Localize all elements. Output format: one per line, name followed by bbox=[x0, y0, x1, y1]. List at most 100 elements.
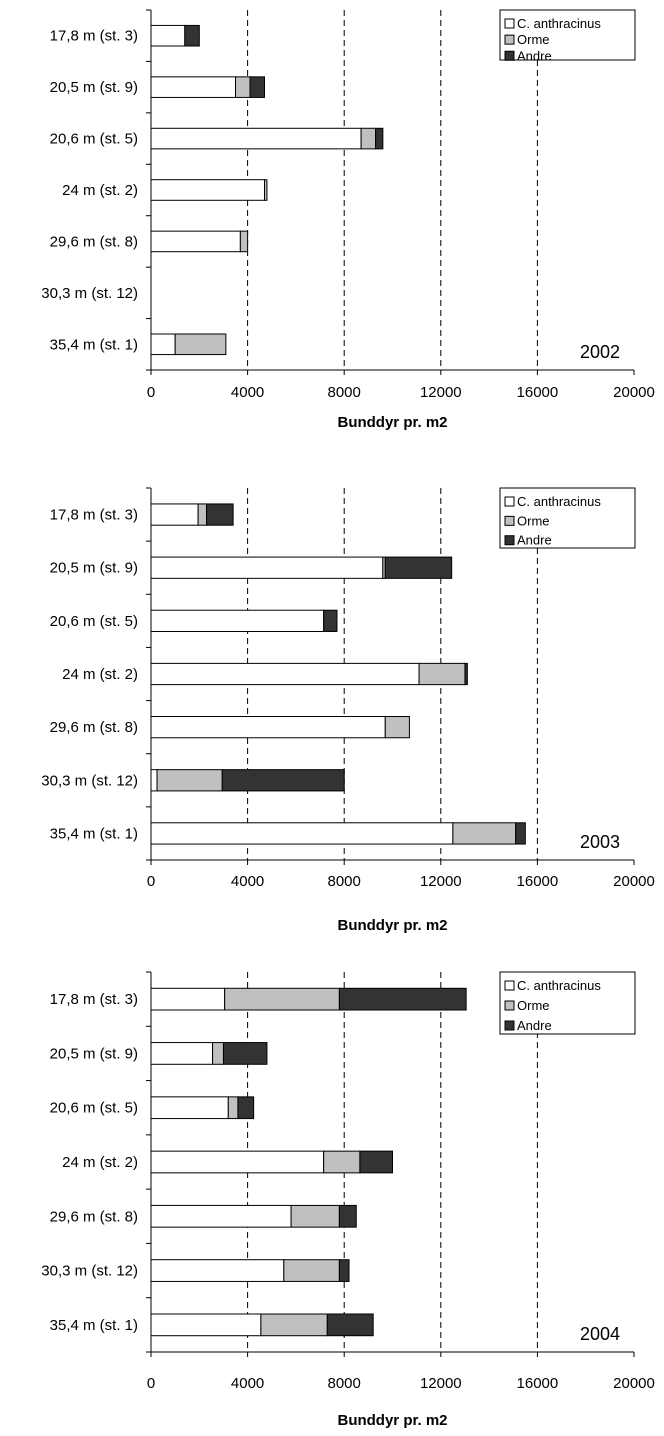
legend: C. anthracinus Orme Andre bbox=[499, 487, 636, 549]
category-label: 35,4 m (st. 1) bbox=[50, 825, 138, 842]
legend-label: Orme bbox=[517, 32, 550, 47]
legend-label: Andre bbox=[517, 1018, 552, 1033]
bar-segment bbox=[452, 822, 517, 845]
category-label: 35,4 m (st. 1) bbox=[50, 336, 138, 353]
legend-swatch bbox=[504, 1000, 515, 1011]
bar-segment bbox=[150, 76, 237, 98]
bar-segment bbox=[221, 769, 345, 792]
category-label: 20,6 m (st. 5) bbox=[50, 1100, 138, 1117]
x-tick-label: 0 bbox=[147, 1375, 155, 1392]
bar-segment bbox=[156, 769, 223, 792]
bar-segment bbox=[150, 127, 362, 150]
x-axis-title: Bunddyr pr. m2 bbox=[337, 414, 447, 431]
legend-label: C. anthracinus bbox=[517, 494, 601, 509]
category-label: 24 m (st. 2) bbox=[62, 1154, 138, 1171]
x-axis-title: Bunddyr pr. m2 bbox=[337, 917, 447, 934]
bar-segment bbox=[150, 769, 158, 792]
bar-segment bbox=[239, 230, 249, 253]
chart-2003: 17,8 m (st. 3) 20,5 m (st. 9) 20,6 m (st. … bbox=[41, 487, 655, 934]
bar-segment bbox=[150, 822, 454, 845]
category-label: 30,3 m (st. 12) bbox=[41, 1263, 138, 1280]
x-tick-label: 16000 bbox=[517, 873, 559, 890]
bar-segment bbox=[150, 1313, 262, 1337]
legend-box bbox=[499, 971, 636, 1035]
legend-swatch bbox=[504, 34, 515, 45]
category-label: 17,8 m (st. 3) bbox=[50, 507, 138, 524]
bar-segment bbox=[338, 1259, 350, 1282]
x-tick-label: 16000 bbox=[517, 384, 559, 401]
category-label: 20,5 m (st. 9) bbox=[50, 79, 138, 96]
bar-segment bbox=[515, 822, 526, 845]
bar-segment bbox=[249, 76, 266, 98]
bar-segment bbox=[197, 503, 208, 526]
year-label: 2004 bbox=[580, 1324, 620, 1344]
x-tick-label: 4000 bbox=[231, 1375, 264, 1392]
x-tick-label: 12000 bbox=[420, 384, 462, 401]
category-label: 20,5 m (st. 9) bbox=[50, 560, 138, 577]
legend-box bbox=[499, 487, 636, 549]
bar-segment bbox=[323, 609, 338, 632]
bar-segment bbox=[237, 1096, 255, 1120]
bar-segment bbox=[375, 127, 384, 150]
bar-segment bbox=[212, 1042, 224, 1065]
bar-segment bbox=[360, 127, 377, 150]
bar-segment bbox=[224, 987, 340, 1011]
bar-segment bbox=[150, 1096, 229, 1120]
x-tick-label: 4000 bbox=[231, 873, 264, 890]
chart-2004: 17,8 m (st. 3) 20,5 m (st. 9) 20,6 m (st. … bbox=[41, 971, 655, 1429]
legend-swatch bbox=[504, 1020, 515, 1031]
legend-label: Andre bbox=[517, 48, 552, 63]
bar-segment bbox=[150, 716, 386, 739]
category-label: 29,6 m (st. 8) bbox=[50, 719, 138, 736]
bar-segment bbox=[384, 556, 453, 579]
legend-box bbox=[499, 9, 636, 61]
category-label: 30,3 m (st. 12) bbox=[41, 772, 138, 789]
bar-segment bbox=[384, 716, 410, 739]
category-label: 20,6 m (st. 5) bbox=[50, 613, 138, 630]
bar-segment bbox=[150, 1150, 325, 1174]
legend-swatch bbox=[504, 515, 515, 526]
x-tick-label: 8000 bbox=[328, 873, 361, 890]
bar-segment bbox=[464, 662, 468, 686]
x-tick-label: 0 bbox=[147, 384, 155, 401]
bar-segment bbox=[323, 1150, 361, 1174]
legend-label: C. anthracinus bbox=[517, 978, 601, 993]
category-label: 29,6 m (st. 8) bbox=[50, 1208, 138, 1225]
category-label: 35,4 m (st. 1) bbox=[50, 1317, 138, 1334]
legend-swatch bbox=[504, 980, 515, 991]
category-label: 30,3 m (st. 12) bbox=[41, 285, 138, 302]
x-tick-label: 20000 bbox=[613, 873, 655, 890]
legend-swatch bbox=[504, 535, 515, 546]
chart-2002: 17,8 m (st. 3) 20,5 m (st. 9) 20,6 m (st. … bbox=[41, 9, 655, 431]
bar-segment bbox=[338, 1204, 357, 1228]
bar-segment bbox=[174, 333, 227, 356]
category-label: 20,6 m (st. 5) bbox=[50, 131, 138, 148]
bar-segment bbox=[150, 24, 186, 47]
bar-segment bbox=[222, 1042, 268, 1065]
bar-segment bbox=[150, 556, 384, 579]
x-tick-label: 12000 bbox=[420, 873, 462, 890]
bar-segment bbox=[283, 1259, 340, 1282]
year-label: 2002 bbox=[580, 342, 620, 362]
bar-segment bbox=[338, 987, 467, 1011]
x-tick-label: 4000 bbox=[231, 384, 264, 401]
category-label: 24 m (st. 2) bbox=[62, 666, 138, 683]
bar-segment bbox=[150, 333, 176, 356]
bar-segment bbox=[150, 1204, 292, 1228]
bar-segment bbox=[150, 662, 420, 686]
bar-segment bbox=[418, 662, 466, 686]
bar-segment bbox=[206, 503, 234, 526]
legend-label: Orme bbox=[517, 513, 550, 528]
bar-segment bbox=[150, 987, 226, 1011]
x-tick-label: 8000 bbox=[328, 384, 361, 401]
legend-label: Orme bbox=[517, 998, 550, 1013]
bar-segment bbox=[184, 24, 200, 47]
bar-segment bbox=[290, 1204, 340, 1228]
legend-swatch bbox=[504, 496, 515, 507]
category-label: 17,8 m (st. 3) bbox=[50, 991, 138, 1008]
bar-segment bbox=[150, 1259, 285, 1282]
x-axis-title: Bunddyr pr. m2 bbox=[337, 1412, 447, 1429]
legend-label: C. anthracinus bbox=[517, 16, 601, 31]
legend-label: Andre bbox=[517, 533, 552, 548]
